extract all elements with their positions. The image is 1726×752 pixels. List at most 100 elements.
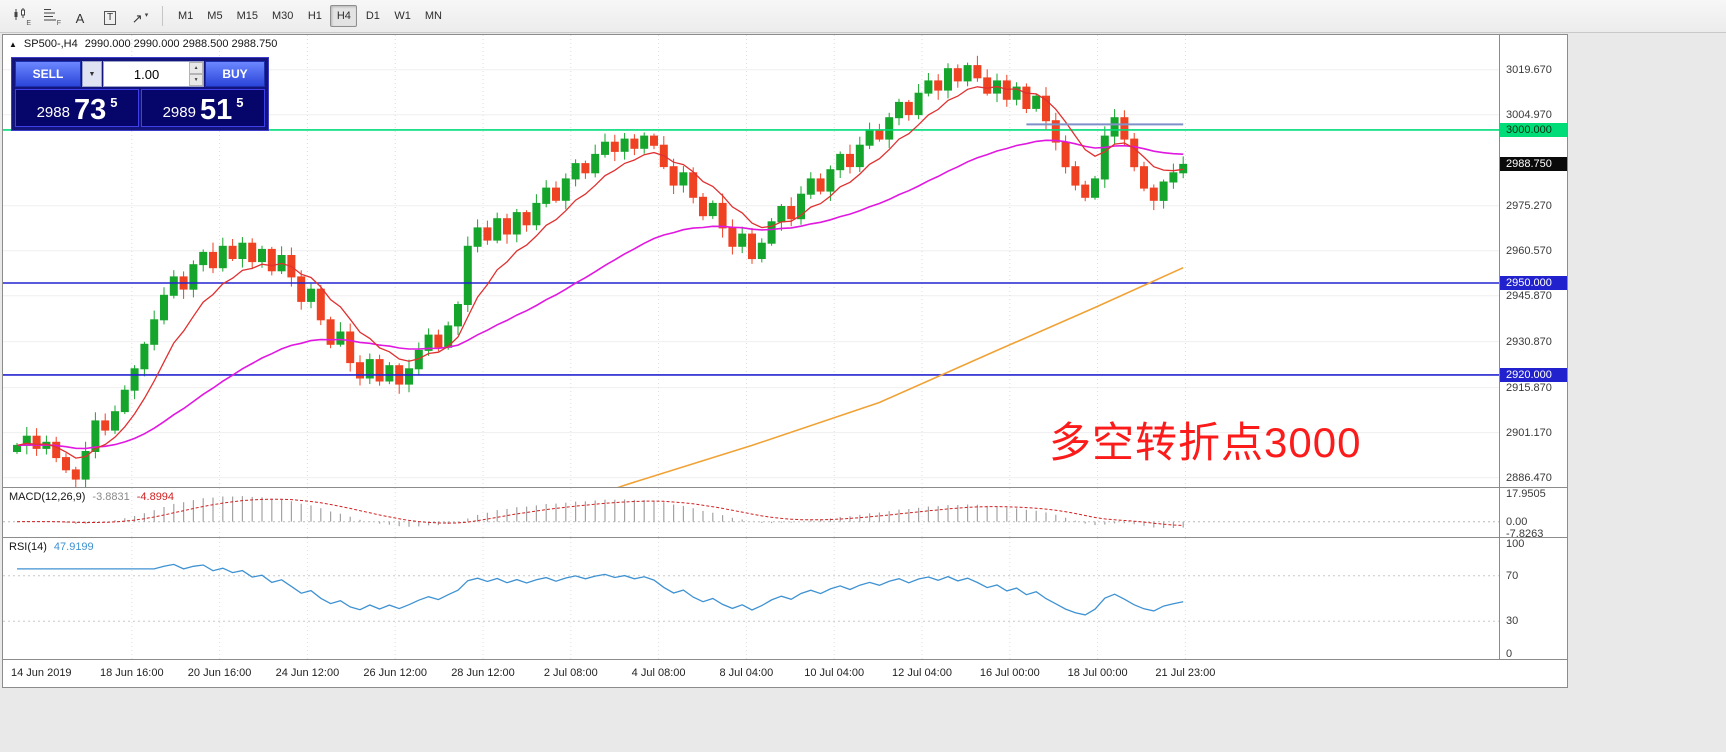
toolbar-separator <box>162 6 163 26</box>
time-axis-label: 18 Jul 00:00 <box>1067 667 1128 679</box>
time-axis-label: 28 Jun 12:00 <box>451 667 515 679</box>
candlestick-chart-icon <box>12 7 28 25</box>
pane-divider[interactable] <box>3 487 1567 488</box>
pane-divider[interactable] <box>3 537 1567 538</box>
macd-header: MACD(12,26,9) -3.8831 -4.8994 <box>9 491 174 503</box>
macd-tick-label: -7.8263 <box>1506 527 1544 540</box>
price-axis[interactable]: 3019.670 3004.970 2975.270 2960.570 2945.870… <box>1499 35 1567 487</box>
sell-price-sup: 5 <box>110 95 118 110</box>
time-axis-label: 16 Jul 00:00 <box>979 667 1040 679</box>
caret-up-icon: ▲ <box>193 64 199 71</box>
text-tool-icon: T <box>103 11 117 25</box>
price-tick-label: 2945.870 <box>1506 289 1552 302</box>
timeframe-m5-button[interactable]: M5 <box>201 5 228 27</box>
caret-down-icon: ▼ <box>193 76 199 83</box>
macd-pane: MACD(12,26,9) -3.8831 -4.8994 17.9505 0.0… <box>3 488 1567 540</box>
sell-price-prefix: 2988 <box>36 104 70 121</box>
caret-down-icon: ▼ <box>88 70 96 78</box>
macd-tick-label: 17.9505 <box>1506 488 1546 501</box>
time-axis-label: 2 Jul 08:00 <box>543 667 598 679</box>
price-tick-label: 2930.870 <box>1506 335 1552 348</box>
macd-tick-label: 0.00 <box>1506 515 1528 528</box>
macd-label: MACD(12,26,9) <box>9 491 86 503</box>
time-axis-label: 21 Jul 23:00 <box>1155 667 1216 679</box>
chart-window: ▲ SP500-,H4 2990.000 2990.000 2988.500 2… <box>2 34 1568 688</box>
expander-icon[interactable]: ▲ <box>9 39 17 49</box>
volume-box: ▲ ▼ <box>103 61 204 87</box>
timeframe-mn-button[interactable]: MN <box>419 5 448 27</box>
volume-increase-button[interactable]: ▲ <box>189 62 203 74</box>
price-tick-label: 3019.670 <box>1506 63 1552 76</box>
rsi-plot[interactable] <box>3 538 1499 659</box>
chart-tool-group: E F A T ↗ ▾ <box>6 4 154 28</box>
rsi-svg <box>3 538 1499 659</box>
macd-plot[interactable] <box>3 488 1499 537</box>
rsi-tick-label: 0 <box>1506 648 1513 660</box>
bar-chart-icon <box>42 7 58 25</box>
price-tag-2988.750: 2988.750 <box>1500 157 1567 172</box>
candlestick-chart-button[interactable]: E <box>6 4 34 28</box>
rsi-tick-label: 70 <box>1506 569 1519 582</box>
timeframe-m15-button[interactable]: M15 <box>231 5 264 27</box>
volume-dropdown-button[interactable]: ▼ <box>82 61 102 87</box>
bar-chart-button[interactable]: F <box>36 4 64 28</box>
rsi-header: RSI(14) 47.9199 <box>9 541 94 553</box>
bar-chart-sub-label: F <box>56 20 61 27</box>
rsi-value: 47.9199 <box>53 541 94 553</box>
price-tick-label: 2886.470 <box>1506 471 1552 484</box>
symbol-period-label: SP500-,H4 <box>23 38 78 50</box>
timeframe-m1-button[interactable]: M1 <box>172 5 199 27</box>
time-axis-label: 10 Jul 04:00 <box>804 667 865 679</box>
top-toolbar: E F A T ↗ ▾ M1 M5 M15 M30 H1 H4 D1 W1 MN <box>0 0 1726 33</box>
buy-price-display[interactable]: 2989 51 5 <box>141 89 265 127</box>
volume-decrease-button[interactable]: ▼ <box>189 74 203 86</box>
time-axis-label: 20 Jun 16:00 <box>187 667 252 679</box>
rsi-tick-label: 30 <box>1506 615 1519 628</box>
price-pane: ▲ SP500-,H4 2990.000 2990.000 2988.500 2… <box>3 35 1567 487</box>
rsi-label: RSI(14) <box>9 541 47 553</box>
time-axis[interactable]: 14 Jun 2019 18 Jun 16:00 20 Jun 16:00 24 Ju… <box>3 660 1567 687</box>
text-tool-button[interactable]: T <box>96 4 124 28</box>
volume-stepper: ▲ ▼ <box>189 62 203 86</box>
annotation-text: 多空转折点3000 <box>1049 419 1362 466</box>
rsi-tick-label: 100 <box>1506 538 1525 550</box>
time-axis-label: 24 Jun 12:00 <box>275 667 340 679</box>
timeframe-m30-button[interactable]: M30 <box>266 5 299 27</box>
macd-axis[interactable]: 17.9505 0.00 -7.8263 <box>1499 488 1567 540</box>
chart-header: ▲ SP500-,H4 2990.000 2990.000 2988.500 2… <box>9 38 277 50</box>
price-tag-2920.000: 2920.000 <box>1500 367 1567 382</box>
one-click-trading-panel: SELL ▼ ▲ ▼ BUY 2988 73 5 <box>11 57 269 131</box>
timeframe-group: M1 M5 M15 M30 H1 H4 D1 W1 MN <box>171 5 449 27</box>
ohlc-readout: 2990.000 2990.000 2988.500 2988.750 <box>84 38 278 50</box>
rsi-axis[interactable]: 100 70 30 0 <box>1499 538 1567 660</box>
volume-input[interactable] <box>104 62 190 86</box>
time-axis-label: 18 Jun 16:00 <box>99 667 164 679</box>
timeframe-h1-button[interactable]: H1 <box>301 5 328 27</box>
price-tick-label: 2975.270 <box>1506 199 1552 212</box>
caret-down-icon: ▾ <box>144 12 149 19</box>
time-axis-label: 4 Jul 08:00 <box>631 667 686 679</box>
macd-value-main: -3.8831 <box>92 491 130 503</box>
draw-tool-icon: ↗ <box>131 11 143 26</box>
timeframe-w1-button[interactable]: W1 <box>388 5 417 27</box>
sell-button[interactable]: SELL <box>15 61 81 87</box>
price-chart-svg <box>3 35 1499 487</box>
timeframe-d1-button[interactable]: D1 <box>359 5 386 27</box>
price-tag-3000.000: 3000.000 <box>1500 122 1567 137</box>
cursor-tool-icon: A <box>75 11 85 26</box>
buy-price-prefix: 2989 <box>162 104 196 121</box>
macd-svg <box>3 488 1499 537</box>
buy-price-sup: 5 <box>236 95 244 110</box>
buy-price-main: 51 <box>199 94 233 127</box>
rsi-pane: RSI(14) 47.9199 100 70 30 0 <box>3 538 1567 660</box>
cursor-tool-button[interactable]: A <box>66 4 94 28</box>
time-axis-label: 8 Jul 04:00 <box>719 667 774 679</box>
price-chart-plot[interactable] <box>3 35 1499 487</box>
time-axis-label: 12 Jul 04:00 <box>892 667 952 679</box>
timeframe-h4-button[interactable]: H4 <box>330 5 358 27</box>
buy-button[interactable]: BUY <box>205 61 265 87</box>
sell-price-display[interactable]: 2988 73 5 <box>15 89 139 127</box>
price-tick-label: 2915.870 <box>1506 381 1552 394</box>
draw-tool-button[interactable]: ↗ ▾ <box>126 4 154 28</box>
pane-divider <box>3 659 1567 660</box>
